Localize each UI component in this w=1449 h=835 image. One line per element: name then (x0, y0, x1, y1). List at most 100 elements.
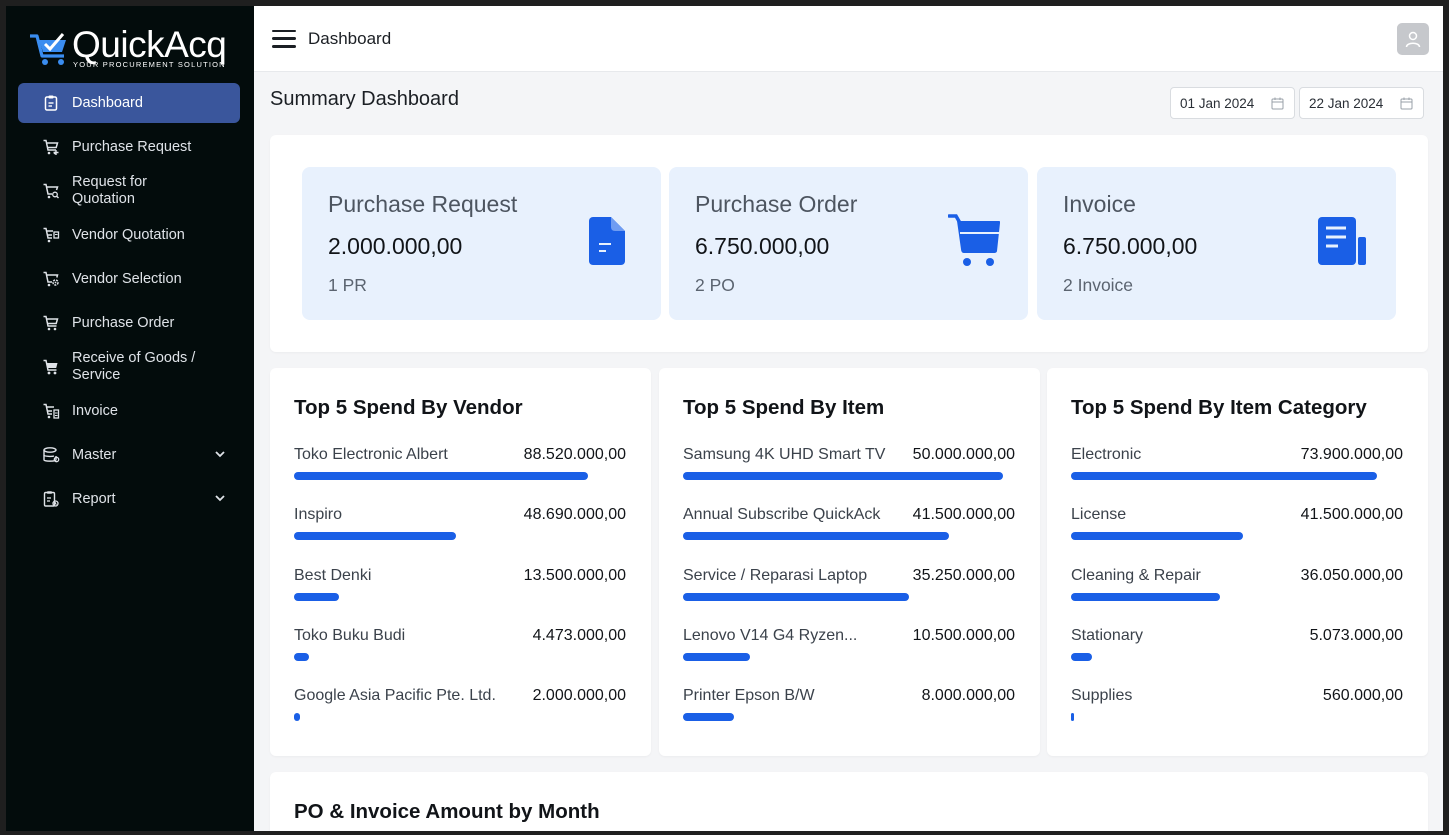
sidebar-item-dashboard[interactable]: Dashboard (18, 83, 240, 123)
stat-subtitle: 2 Invoice (1063, 275, 1134, 295)
spend-value: 4.473.000,00 (532, 626, 626, 644)
card-title: Top 5 Spend By Item (683, 396, 885, 419)
sidebar-item-report[interactable]: Report (18, 479, 240, 519)
card-title: Top 5 Spend By Item Category (1071, 396, 1367, 419)
date-to-input[interactable]: 22 Jan 2024 (1299, 87, 1424, 119)
logo-tagline: YOUR PROCUREMENT SOLUTION (73, 60, 226, 69)
spend-bar (1071, 592, 1221, 601)
cart-filled-icon (42, 358, 60, 376)
spend-bar-track (294, 472, 614, 480)
database-icon (42, 446, 60, 464)
stat-value: 2.000.000,00 (328, 233, 463, 259)
spend-bar-track (294, 713, 614, 722)
spend-value: 10.500.000,00 (912, 626, 1015, 644)
spend-label: Lenovo V14 G4 Ryzen... (683, 626, 858, 644)
sidebar-item-label: Dashboard (72, 94, 143, 111)
spend-bar-track (1071, 592, 1391, 601)
sidebar-item-vendor-quotation[interactable]: Vendor Quotation (18, 215, 240, 255)
stat-value: 6.750.000,00 (1063, 233, 1198, 259)
sidebar-item-request-for-quotation[interactable]: Request for Quotation (18, 171, 240, 211)
spend-bar (683, 713, 735, 722)
spend-bar (294, 532, 456, 541)
spend-value: 13.500.000,00 (523, 566, 626, 584)
cart-doc-icon (42, 226, 60, 244)
sidebar: QuickAcq YOUR PROCUREMENT SOLUTION Dashb… (6, 6, 254, 831)
sidebar-item-master[interactable]: Master (18, 435, 240, 475)
logo[interactable]: QuickAcq YOUR PROCUREMENT SOLUTION (28, 22, 238, 78)
spend-value: 73.900.000,00 (1300, 446, 1403, 463)
spend-label: License (1071, 506, 1127, 524)
chevron-down-icon (215, 451, 225, 458)
spend-value: 36.050.000,00 (1300, 566, 1403, 584)
spend-bar (294, 472, 589, 480)
user-avatar[interactable] (1397, 23, 1429, 55)
spend-row: Inspiro 48.690.000,00 (294, 506, 626, 556)
top5-item-card: Top 5 Spend By Item Samsung 4K UHD Smart… (659, 368, 1040, 756)
spend-row: Electronic 73.900.000,00 (1071, 446, 1403, 496)
document-icon (589, 217, 625, 265)
spend-row: License 41.500.000,00 (1071, 506, 1403, 556)
spend-row: Supplies 560.000,00 (1071, 687, 1403, 737)
sidebar-item-label: Master (72, 446, 117, 463)
spend-value: 88.520.000,00 (523, 446, 626, 463)
logo-wordmark: QuickAcq (72, 24, 227, 65)
stat-subtitle: 1 PR (328, 275, 367, 295)
spend-bar-track (294, 592, 614, 601)
spend-bar (683, 472, 1003, 480)
sidebar-item-label: Vendor Selection (72, 270, 182, 287)
spend-label: Supplies (1071, 687, 1133, 705)
spend-bar-track (683, 713, 1003, 722)
spend-label: Toko Buku Budi (294, 626, 406, 644)
menu-toggle-icon[interactable] (272, 29, 296, 48)
sidebar-item-purchase-order[interactable]: Purchase Order (18, 303, 240, 343)
spend-bar-track (683, 532, 1003, 541)
stat-card-purchase-request[interactable]: Purchase Request 2.000.000,00 1 PR (302, 167, 661, 320)
sidebar-item-invoice[interactable]: Invoice (18, 391, 240, 431)
spend-row: Annual Subscribe QuickAck 41.500.000,00 (683, 506, 1015, 556)
user-icon (1405, 31, 1421, 48)
app-window: QuickAcq YOUR PROCUREMENT SOLUTION Dashb… (6, 6, 1443, 831)
cart-invoice-icon (42, 402, 60, 420)
spend-bar (294, 652, 309, 661)
spend-bar (1071, 652, 1093, 661)
chevron-down-icon (215, 495, 225, 502)
cart-gear-icon (42, 270, 60, 288)
spend-value: 8.000.000,00 (921, 687, 1015, 705)
cart-icon (42, 314, 60, 332)
sidebar-item-label: Report (72, 490, 116, 507)
sidebar-item-label: Vendor Quotation (72, 226, 185, 243)
date-from-input[interactable]: 01 Jan 2024 (1170, 87, 1295, 119)
spend-value: 41.500.000,00 (912, 506, 1015, 524)
spend-value: 5.073.000,00 (1309, 626, 1403, 644)
calendar-icon (1400, 97, 1413, 110)
spend-bar-track (1071, 652, 1391, 661)
stat-title: Invoice (1063, 191, 1136, 217)
spend-label: Annual Subscribe QuickAck (683, 506, 881, 524)
spend-value: 560.000,00 (1322, 687, 1403, 705)
spend-bar (683, 532, 949, 541)
spend-row: Google Asia Pacific Pte. Ltd. 2.000.000,0… (294, 687, 626, 737)
spend-label: Inspiro (294, 506, 343, 524)
stat-subtitle: 2 PO (695, 275, 735, 295)
cart-plus-icon (42, 138, 60, 156)
stat-card-invoice[interactable]: Invoice 6.750.000,00 2 Invoice (1037, 167, 1396, 320)
spend-bar (1071, 532, 1243, 541)
page-title: Dashboard (308, 28, 392, 48)
spend-bar-track (1071, 713, 1391, 722)
spend-value: 35.250.000,00 (912, 566, 1015, 584)
sidebar-item-vendor-selection[interactable]: Vendor Selection (18, 259, 240, 299)
main-content: Dashboard Summary Dashboard 01 Jan 2024 … (254, 6, 1443, 831)
cart-icon (948, 214, 1000, 266)
sidebar-item-label: Invoice (72, 402, 118, 419)
summary-title: Summary Dashboard (270, 88, 459, 110)
stat-card-purchase-order[interactable]: Purchase Order 6.750.000,00 2 PO (669, 167, 1028, 320)
spend-label: Service / Reparasi Laptop (683, 566, 868, 584)
sidebar-item-receive-of-goods[interactable]: Receive of Goods / Service (18, 347, 240, 387)
spend-bar (294, 592, 339, 601)
spend-row: Cleaning & Repair 36.050.000,00 (1071, 567, 1403, 617)
spend-row: Service / Reparasi Laptop 35.250.000,00 (683, 567, 1015, 617)
sidebar-item-purchase-request[interactable]: Purchase Request (18, 127, 240, 167)
top5-vendor-card: Top 5 Spend By Vendor Toko Electronic Al… (270, 368, 651, 756)
spend-bar (683, 652, 751, 661)
spend-label: Printer Epson B/W (683, 687, 815, 705)
